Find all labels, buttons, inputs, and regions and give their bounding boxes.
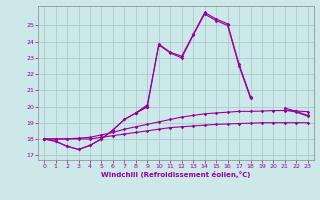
X-axis label: Windchill (Refroidissement éolien,°C): Windchill (Refroidissement éolien,°C): [101, 171, 251, 178]
